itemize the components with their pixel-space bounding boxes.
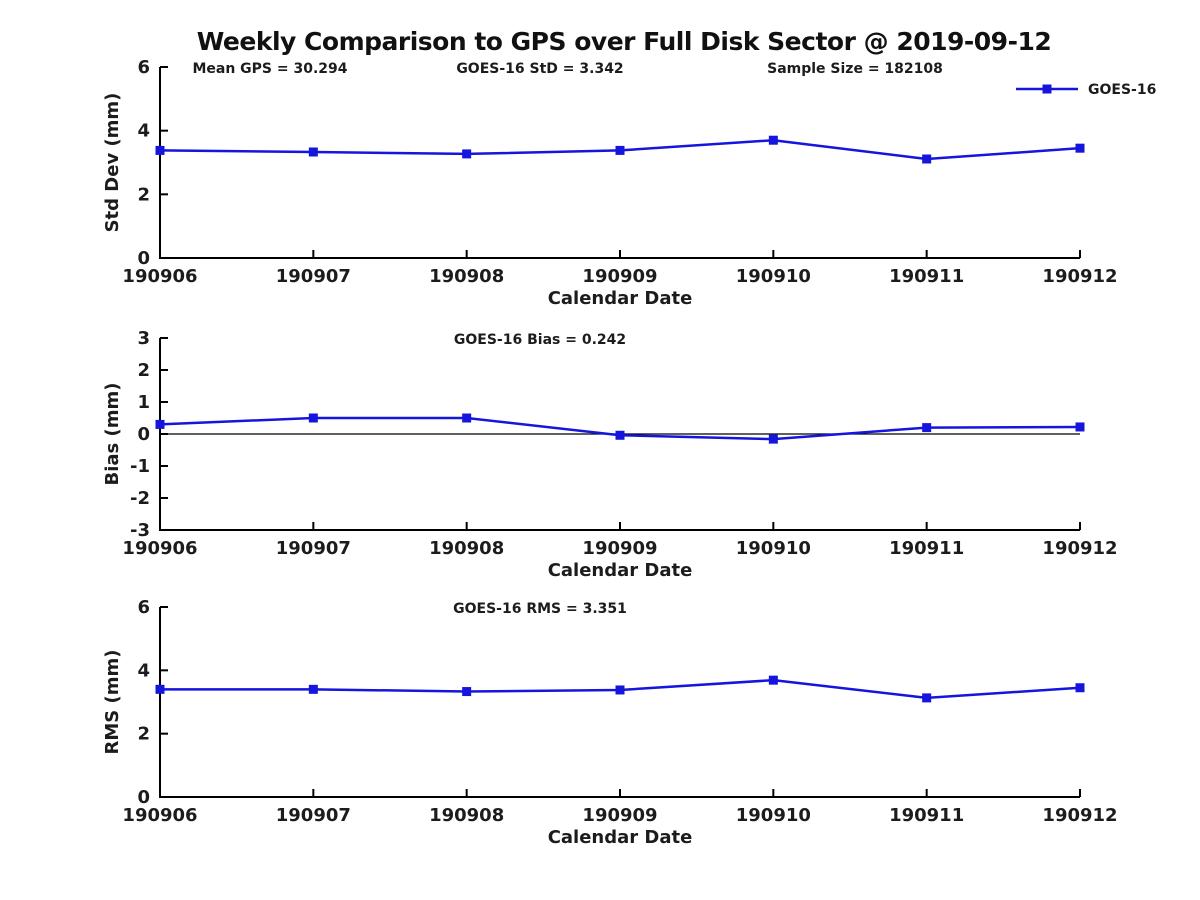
axis-line (159, 67, 1080, 259)
x-tick-label: 190910 (736, 538, 811, 559)
annotation: Sample Size = 182108 (767, 61, 943, 77)
y-tick-label: 2 (137, 724, 150, 745)
series-marker (768, 434, 778, 444)
series-marker (155, 684, 165, 694)
x-tick-label: 190908 (429, 805, 504, 826)
x-tick-label: 190908 (429, 538, 504, 559)
series-marker (768, 675, 778, 685)
y-axis-label: RMS (mm) (102, 650, 123, 755)
x-tick-label: 190911 (889, 538, 964, 559)
series-marker (462, 413, 472, 423)
series-marker (615, 430, 625, 440)
series-marker (308, 684, 318, 694)
x-tick-label: 190909 (582, 805, 657, 826)
y-tick-label: 4 (137, 121, 150, 142)
x-tick-label: 190910 (736, 266, 811, 287)
y-tick-label: 0 (137, 787, 150, 808)
y-tick-label: -2 (130, 488, 150, 509)
y-tick-label: 0 (137, 248, 150, 269)
series-marker (308, 147, 318, 157)
x-tick-label: 190912 (1042, 538, 1117, 559)
y-tick-label: 0 (137, 424, 150, 445)
series-marker (1075, 422, 1085, 432)
legend-marker (1042, 84, 1052, 94)
series-marker (615, 145, 625, 155)
x-tick-label: 190907 (276, 266, 351, 287)
annotation: GOES-16 Bias = 0.242 (454, 332, 626, 348)
series-marker (155, 145, 165, 155)
axis-line (159, 607, 1080, 798)
y-tick-label: 1 (137, 392, 150, 413)
series-marker (155, 419, 165, 429)
y-tick-label: 6 (137, 597, 150, 618)
series-marker (1075, 143, 1085, 153)
series-marker (768, 135, 778, 145)
x-tick-label: 190911 (889, 805, 964, 826)
series-marker (462, 687, 472, 697)
y-tick-label: 2 (137, 360, 150, 381)
annotation: GOES-16 RMS = 3.351 (453, 601, 627, 617)
y-tick-label: -3 (130, 520, 150, 541)
annotation: Mean GPS = 30.294 (192, 61, 347, 77)
x-axis-label: Calendar Date (548, 288, 693, 309)
x-tick-label: 190911 (889, 266, 964, 287)
legend: GOES-16 (1016, 82, 1156, 98)
x-tick-label: 190908 (429, 266, 504, 287)
y-tick-label: 3 (137, 328, 150, 349)
y-tick-label: -1 (130, 456, 150, 477)
x-tick-label: 190906 (122, 805, 197, 826)
x-tick-label: 190909 (582, 266, 657, 287)
y-tick-label: 6 (137, 57, 150, 78)
series-marker (1075, 683, 1085, 693)
annotation: GOES-16 StD = 3.342 (456, 61, 623, 77)
y-tick-label: 2 (137, 184, 150, 205)
subplot-std-dev: 0 2 4 6 190906 190907 190908 190909 190910 190911… (102, 57, 1156, 309)
x-tick-label: 190906 (122, 538, 197, 559)
series-marker (922, 154, 932, 164)
x-tick-label: 190912 (1042, 266, 1117, 287)
series-marker (922, 693, 932, 703)
series-marker (922, 423, 932, 433)
series-marker (615, 685, 625, 695)
y-axis-label: Std Dev (mm) (102, 93, 123, 233)
series-marker (462, 149, 472, 159)
x-tick-label: 190907 (276, 538, 351, 559)
subplot-rms: 0 2 4 6 190906 190907 190908 190909 190910 190911… (102, 597, 1118, 848)
y-tick-label: 4 (137, 660, 150, 681)
y-axis-label: Bias (mm) (102, 383, 123, 486)
x-axis-label: Calendar Date (548, 560, 693, 581)
x-axis-label: Calendar Date (548, 827, 693, 848)
x-tick-label: 190907 (276, 805, 351, 826)
x-tick-label: 190912 (1042, 805, 1117, 826)
x-tick-label: 190910 (736, 805, 811, 826)
series-marker (308, 413, 318, 423)
x-tick-label: 190909 (582, 538, 657, 559)
legend-label: GOES-16 (1088, 82, 1156, 98)
x-tick-label: 190906 (122, 266, 197, 287)
chart-title: Weekly Comparison to GPS over Full Disk … (196, 27, 1052, 56)
